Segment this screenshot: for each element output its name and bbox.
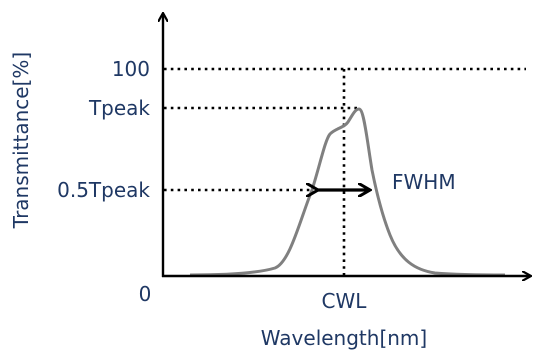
tick-label-half-peak: 0.5Tpeak	[57, 178, 150, 202]
fwhm-label: FWHM	[392, 170, 456, 194]
x-axis-label: Wavelength[nm]	[261, 326, 427, 350]
tick-label-tpeak: Tpeak	[88, 96, 150, 120]
tick-label-zero: 0	[139, 282, 152, 306]
transmittance-curve	[189, 107, 506, 277]
y-axis-label: Transmittance[%]	[9, 52, 33, 229]
tick-label-100: 100	[112, 57, 150, 81]
cwl-label: CWL	[322, 289, 368, 313]
